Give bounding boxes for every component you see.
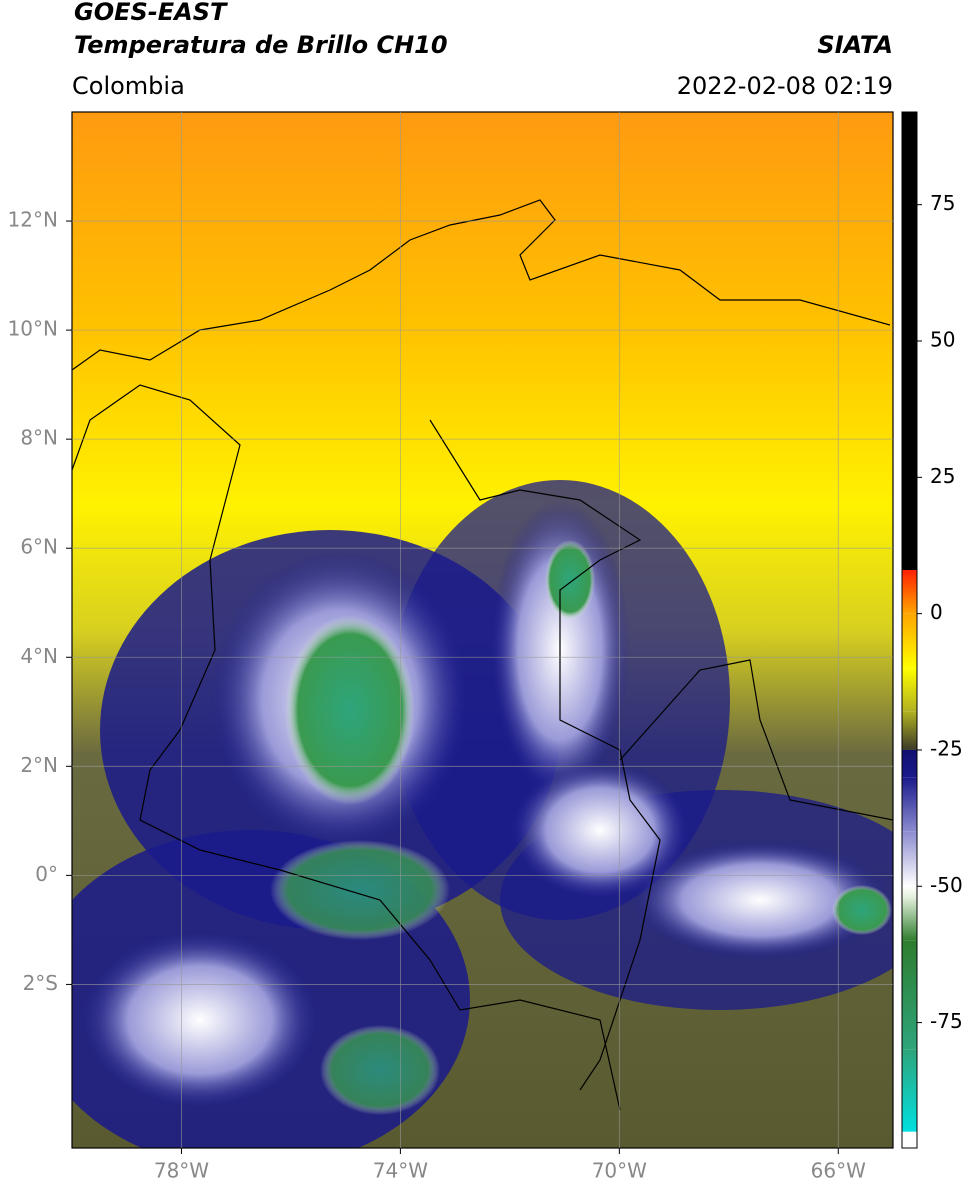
lat-label: 2°N bbox=[20, 753, 58, 777]
lon-label: 70°W bbox=[592, 1159, 647, 1183]
colorbar-segment bbox=[902, 749, 917, 778]
colorbar-label: -50 bbox=[930, 873, 963, 897]
colorbar-segment bbox=[902, 886, 917, 898]
lat-label: 10°N bbox=[8, 317, 58, 341]
colorbar-segment bbox=[902, 897, 917, 941]
lat-label: 12°N bbox=[8, 208, 58, 232]
lon-label: 74°W bbox=[373, 1159, 428, 1183]
colorbar-segment bbox=[902, 668, 917, 712]
colorbar-segment bbox=[902, 112, 917, 571]
colorbar-segment bbox=[902, 940, 917, 1050]
colorbar-label: 25 bbox=[930, 464, 955, 488]
region: Colombia bbox=[72, 72, 185, 100]
datetime: 2022-02-08 02:19 bbox=[677, 72, 893, 100]
colorbar-frame bbox=[901, 111, 918, 1149]
colorbar-label: -75 bbox=[930, 1009, 963, 1033]
colorbar-segment bbox=[902, 613, 917, 669]
colorbar-segment bbox=[902, 711, 917, 750]
colorbar-label: 75 bbox=[930, 191, 955, 215]
colorbar-segment bbox=[902, 831, 917, 887]
colorbar-segment bbox=[902, 570, 917, 614]
lon-label: 78°W bbox=[154, 1159, 209, 1183]
subtitle: Temperatura de Brillo CH10 bbox=[74, 31, 448, 59]
lat-label: 2°S bbox=[23, 971, 58, 995]
lat-label: 4°N bbox=[20, 644, 58, 668]
source: SIATA bbox=[817, 31, 893, 59]
colorbar-segment bbox=[902, 777, 917, 832]
colorbar-segment bbox=[902, 1049, 917, 1132]
satellite-image bbox=[72, 112, 893, 1148]
lon-label: 66°W bbox=[811, 1159, 866, 1183]
lat-label: 6°N bbox=[20, 535, 58, 559]
colorbar-segment bbox=[902, 1131, 917, 1148]
map-frame bbox=[71, 111, 894, 1149]
lat-label: 0° bbox=[35, 862, 58, 886]
lat-label: 8°N bbox=[20, 426, 58, 450]
colorbar-label: -25 bbox=[930, 736, 963, 760]
title: GOES-EAST bbox=[74, 0, 228, 26]
colorbar-label: 50 bbox=[930, 328, 955, 352]
colorbar-label: 0 bbox=[930, 600, 943, 624]
